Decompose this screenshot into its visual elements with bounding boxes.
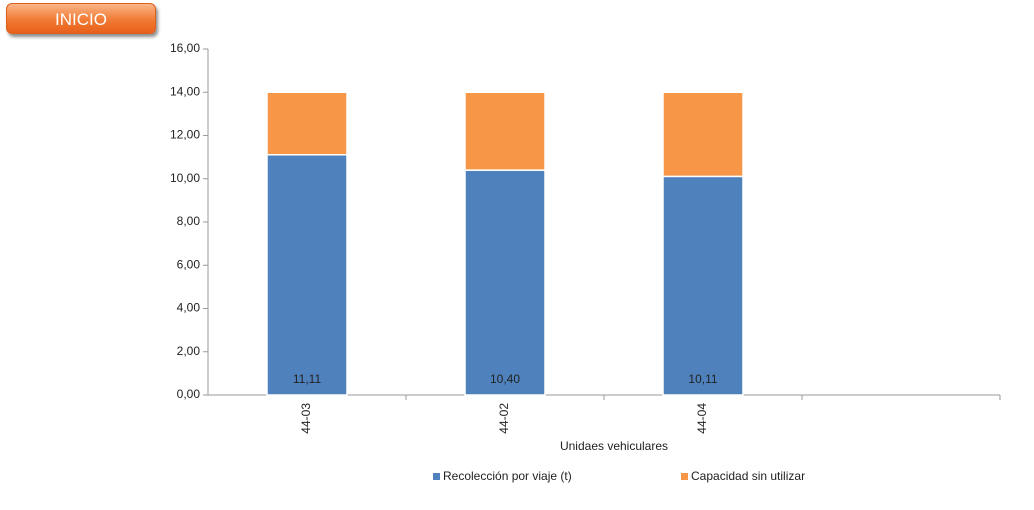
- x-tick-label: 44-03: [299, 403, 313, 434]
- y-tick-label: 0,00: [177, 387, 201, 401]
- legend-label: Capacidad sin utilizar: [691, 469, 805, 483]
- bar-segment: [662, 175, 744, 396]
- legend-label: Recolección por viaje (t): [443, 469, 572, 483]
- legend-swatch: [681, 473, 688, 480]
- y-tick-label: 4,00: [177, 301, 201, 315]
- bar-segment: [266, 153, 348, 396]
- data-label: 10,40: [490, 372, 520, 386]
- y-tick-label: 2,00: [177, 344, 201, 358]
- x-tick-label: 44-04: [695, 403, 709, 434]
- bar-segment: [464, 169, 546, 396]
- data-label: 10,11: [688, 372, 717, 386]
- y-tick-label: 14,00: [170, 84, 200, 98]
- bar-segment: [662, 91, 744, 178]
- y-tick-label: 6,00: [177, 257, 201, 271]
- x-tick-label: 44-02: [497, 403, 511, 434]
- y-tick-label: 10,00: [170, 171, 200, 185]
- bar-segment: [266, 91, 348, 156]
- x-axis-title: Unidaes vehiculares: [560, 439, 668, 453]
- home-button[interactable]: INICIO: [6, 3, 156, 34]
- legend-swatch: [433, 473, 440, 480]
- y-tick-label: 16,00: [170, 41, 200, 55]
- y-tick-label: 8,00: [177, 214, 201, 228]
- y-tick-label: 12,00: [170, 128, 200, 142]
- bar-segment: [464, 91, 546, 171]
- data-label: 11,11: [293, 372, 322, 386]
